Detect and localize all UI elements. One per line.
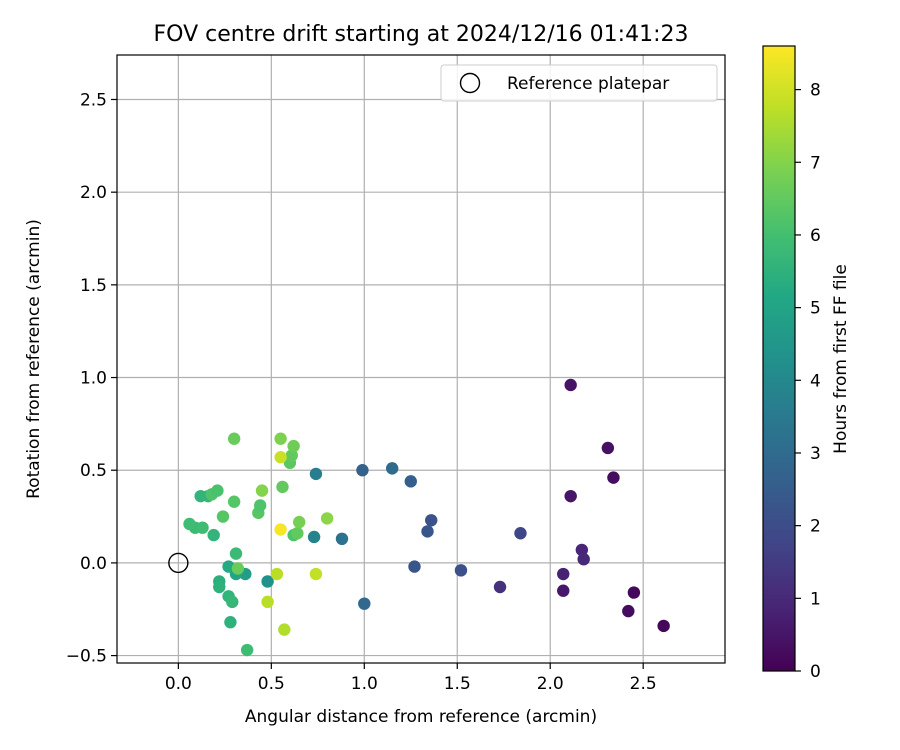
data-point	[196, 521, 209, 534]
colorbar-tick-label: 3	[810, 444, 821, 464]
data-point	[557, 567, 570, 581]
data-point	[276, 480, 289, 494]
data-point	[291, 527, 304, 540]
data-point	[211, 484, 224, 497]
data-point	[287, 439, 300, 453]
colorbar-tick-label: 2	[810, 517, 821, 537]
data-point	[213, 580, 226, 594]
data-point	[493, 580, 507, 594]
data-point	[253, 499, 267, 512]
grid	[117, 55, 725, 663]
data-point	[307, 530, 321, 544]
data-point	[194, 489, 207, 503]
axis-ticks: 0.0 0.5 1.0 1.5 2.0 2.5 −0.5 0.0 0.5 1.0 1.5 2.0 2.5	[66, 90, 657, 694]
data-point	[335, 532, 349, 546]
data-point	[274, 451, 287, 464]
y-tick-label: 0.0	[80, 554, 107, 574]
data-point	[278, 623, 291, 636]
y-axis-label: Rotation from reference (arcmin)	[24, 219, 44, 499]
data-point	[183, 517, 196, 531]
data-point	[231, 562, 245, 575]
colorbar-gradient	[762, 45, 796, 672]
data-point	[575, 543, 589, 557]
data-point	[404, 475, 417, 488]
colorbar-tick-label: 6	[810, 226, 821, 246]
data-point	[261, 595, 274, 609]
colorbar-tick-label: 7	[810, 153, 821, 173]
legend-box	[440, 64, 718, 102]
reference-marker	[168, 552, 189, 574]
data-point	[622, 604, 635, 618]
data-point	[564, 378, 577, 392]
x-tick-label: 2.5	[630, 674, 657, 694]
y-tick-label: 1.5	[80, 276, 107, 296]
colorbar-tick-label: 1	[810, 589, 821, 609]
data-point	[255, 484, 269, 497]
data-point	[293, 515, 306, 529]
data-point	[309, 467, 323, 481]
data-point	[226, 595, 239, 609]
legend-reference-marker	[459, 72, 481, 94]
data-point	[421, 525, 434, 538]
data-point	[285, 449, 298, 462]
data-point	[557, 584, 570, 597]
data-point	[577, 552, 590, 566]
data-point	[274, 523, 287, 536]
colorbar-ticks: 0 1 2 3 4 5 6 7 8	[795, 81, 821, 682]
data-point	[385, 462, 399, 475]
x-axis-label: Angular distance from reference (arcmin)	[245, 707, 597, 727]
data-point	[274, 432, 287, 445]
colorbar-tick-label: 5	[810, 299, 821, 319]
data-point	[229, 547, 243, 560]
y-tick-label: −0.5	[66, 647, 107, 667]
data-point	[356, 464, 369, 477]
data-point	[657, 619, 670, 633]
x-tick-label: 0.0	[165, 674, 192, 694]
y-tick-label: 2.0	[80, 183, 107, 203]
data-point	[270, 567, 284, 581]
legend-entry-label: Reference platepar	[507, 74, 669, 94]
data-point	[358, 597, 371, 610]
colorbar: 0 1 2 3 4 5 6 7 8 Hours from first FF file	[762, 45, 851, 682]
data-point	[222, 560, 235, 573]
colorbar-tick-label: 0	[810, 662, 821, 682]
data-point	[627, 586, 641, 599]
legend: Reference platepar	[440, 64, 718, 102]
data-point	[408, 560, 421, 573]
data-point	[320, 512, 334, 525]
data-point	[224, 616, 237, 629]
data-point	[514, 527, 527, 540]
data-point	[227, 495, 241, 508]
x-tick-label: 1.0	[351, 674, 378, 694]
data-points	[183, 378, 670, 657]
data-point	[454, 564, 468, 577]
data-point	[227, 432, 241, 445]
data-point	[261, 575, 274, 588]
data-point	[564, 489, 577, 503]
x-tick-label: 2.0	[537, 674, 564, 694]
data-point	[309, 567, 323, 581]
data-point	[601, 441, 615, 455]
colorbar-tick-label: 8	[810, 81, 821, 101]
data-point	[216, 510, 230, 523]
chart-title: FOV centre drift starting at 2024/12/16 …	[154, 22, 689, 47]
y-tick-label: 2.5	[80, 90, 107, 110]
y-tick-label: 0.5	[80, 461, 107, 481]
x-tick-label: 1.5	[444, 674, 471, 694]
data-point	[425, 514, 438, 527]
y-tick-label: 1.0	[80, 369, 107, 389]
axes-frame	[116, 54, 726, 664]
colorbar-tick-label: 4	[810, 371, 821, 391]
data-point	[240, 643, 254, 657]
data-point	[207, 528, 220, 542]
colorbar-label: Hours from first FF file	[831, 264, 851, 454]
data-point	[607, 471, 620, 484]
x-tick-label: 0.5	[258, 674, 285, 694]
